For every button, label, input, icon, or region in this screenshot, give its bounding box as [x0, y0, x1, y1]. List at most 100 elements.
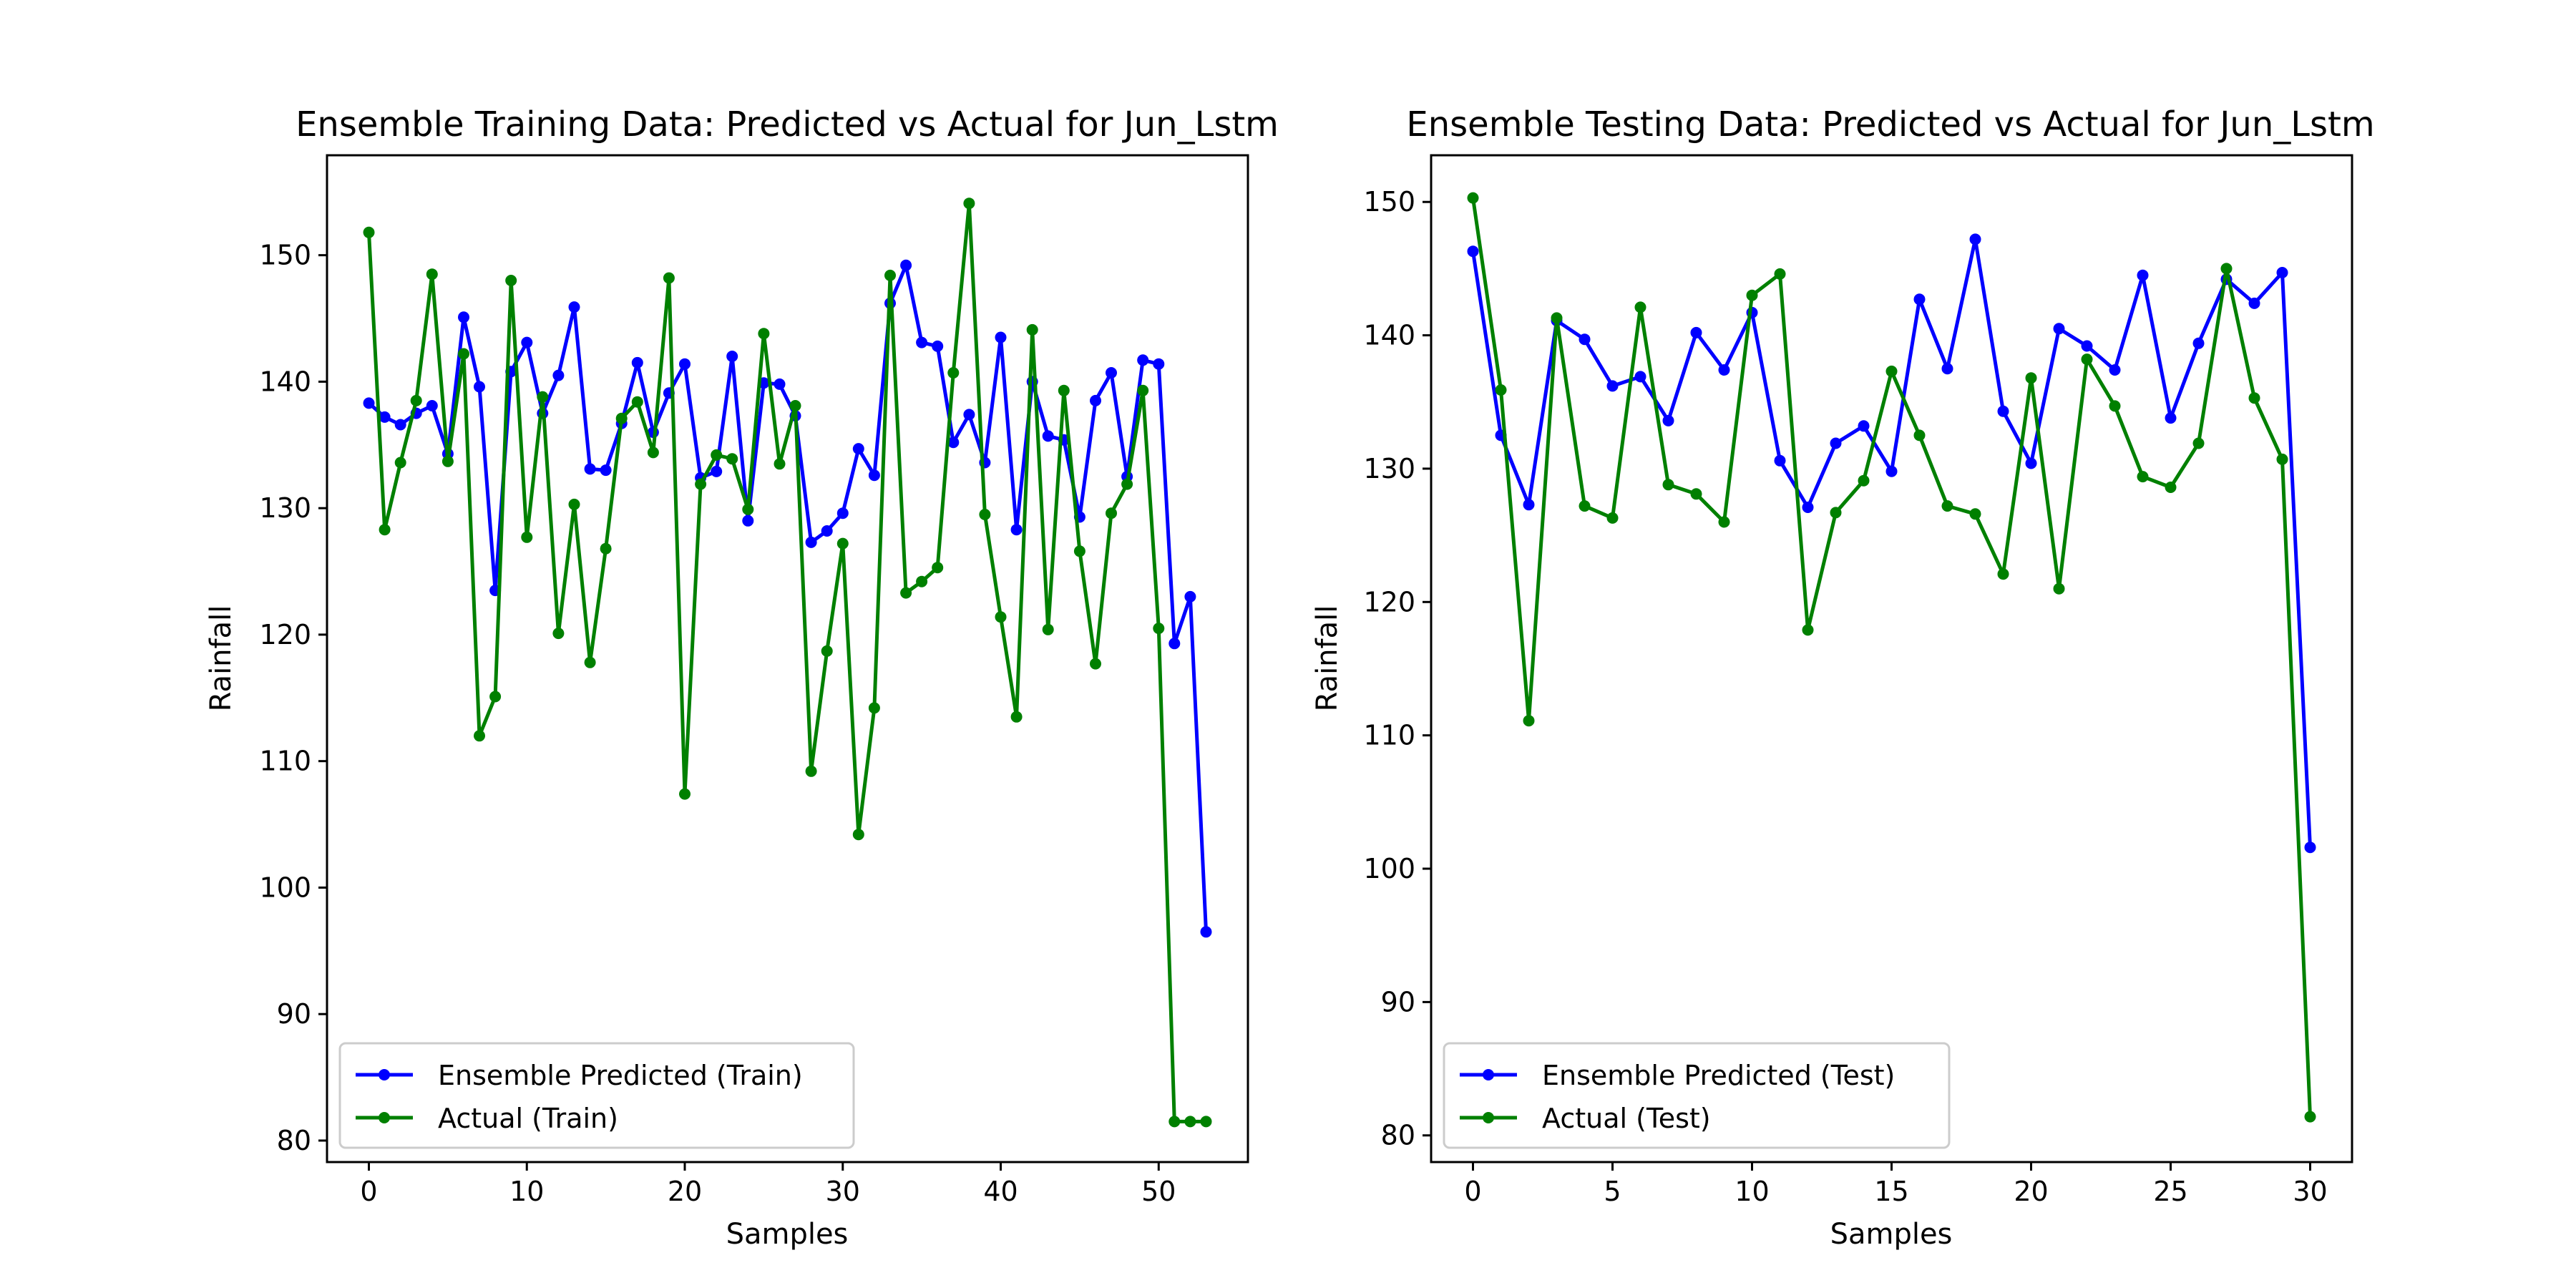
training-series-1-point: [1073, 545, 1085, 557]
testing-series-1-point: [1662, 479, 1674, 491]
training-x-tick-label: 0: [360, 1176, 377, 1207]
testing-series-0-point: [2248, 297, 2260, 309]
training-series-0-point: [1169, 638, 1181, 650]
training-y-axis-label: Rainfall: [205, 605, 238, 712]
testing-series-0-point: [1913, 293, 1926, 306]
training-series-1-point: [474, 730, 485, 742]
testing-series-1-point: [2165, 482, 2177, 493]
testing-series-0-point: [1606, 380, 1619, 392]
training-series-1-point: [1042, 623, 1054, 635]
testing-y-tick-label: 150: [1363, 186, 1415, 218]
training-x-ticks: 0 10 20 30 40 50: [360, 1162, 1176, 1207]
testing-y-axis-label: Rainfall: [1311, 605, 1344, 712]
training-chart-title: Ensemble Training Data: Predicted vs Act…: [296, 104, 1279, 145]
training-series-1-point: [489, 691, 502, 703]
training-series-1-point: [979, 509, 991, 520]
training-series-0-point: [900, 259, 912, 271]
training-series-0-point: [947, 436, 960, 449]
training-series-0-point: [1042, 430, 1054, 442]
testing-series-0-point: [2304, 841, 2316, 854]
training-series-1-point: [505, 275, 517, 286]
testing-series-0-point: [2025, 457, 2037, 469]
training-series-0-point: [916, 336, 928, 348]
testing-series-1-point: [2220, 263, 2233, 275]
training-series-1-point: [995, 611, 1007, 623]
testing-series-1-point: [1718, 516, 1730, 528]
training-series-0-point: [1137, 354, 1149, 366]
training-x-tick-label: 20: [668, 1176, 702, 1207]
training-series-1-point: [932, 562, 944, 574]
training-series-1-point: [963, 197, 975, 210]
testing-chart-title: Ensemble Testing Data: Predicted vs Actu…: [1406, 104, 2374, 145]
testing-y-tick-label: 120: [1363, 586, 1415, 618]
testing-series-0-point: [2276, 267, 2288, 278]
training-series-1-point: [410, 394, 422, 406]
testing-series-0-point: [1802, 502, 1814, 513]
training-series-0-point: [679, 358, 691, 370]
testing-series-0-point: [1634, 371, 1646, 383]
training-series-0-point: [963, 409, 975, 421]
training-series-0-point: [821, 525, 833, 537]
testing-legend-actual-label: Actual (Test): [1542, 1103, 1711, 1134]
testing-y-tick-label: 130: [1363, 453, 1415, 484]
training-series-1-point: [695, 478, 707, 490]
training-series-0-point: [1200, 926, 1212, 938]
training-legend-box: [338, 1042, 855, 1149]
training-x-tick-label: 30: [826, 1176, 860, 1207]
training-series-0-point: [568, 301, 580, 313]
testing-series-1-point: [2192, 437, 2205, 449]
testing-series-0-point: [1662, 414, 1674, 426]
testing-series-0-point: [1718, 364, 1730, 376]
testing-series-0-point: [1467, 245, 1479, 258]
testing-series-1-point: [1746, 289, 1758, 301]
training-series-0-point: [711, 465, 723, 477]
training-series-1-point: [537, 391, 549, 403]
training-series-0-point: [521, 336, 533, 348]
training-series-1-point: [379, 524, 391, 536]
training-series-0-point: [742, 514, 754, 527]
training-legend-actual-label: Actual (Train): [438, 1103, 618, 1134]
training-series-1-point: [568, 498, 580, 510]
testing-plot-area: [1467, 192, 2316, 1123]
training-series-0-line: [367, 263, 1208, 932]
training-y-tick-label: 100: [259, 872, 311, 903]
training-series-1-point: [1137, 384, 1149, 396]
testing-x-ticks: 0 5 10 15 20 25 30: [1464, 1162, 2328, 1207]
testing-legend-predicted-label: Ensemble Predicted (Test): [1542, 1060, 1895, 1091]
training-series-1-point: [868, 702, 880, 714]
training-series-1-point: [552, 628, 565, 640]
testing-legend-predicted-marker: [1483, 1069, 1494, 1080]
testing-y-tick-label: 110: [1363, 720, 1415, 751]
testing-x-tick-label: 30: [2293, 1176, 2327, 1207]
testing-x-tick-label: 10: [1735, 1176, 1769, 1207]
training-series-1-point: [916, 575, 928, 587]
testing-y-tick-label: 90: [1381, 986, 1415, 1018]
testing-series-0-point: [1941, 363, 1953, 375]
testing-series-0-point: [1997, 405, 2009, 417]
training-series-0-point: [868, 469, 880, 482]
testing-series-0-point: [2165, 412, 2177, 424]
training-series-1-point: [600, 542, 612, 555]
training-series-1-point: [426, 268, 438, 280]
testing-series-1-point: [1858, 474, 1870, 487]
training-legend: Ensemble Predicted (Train) Actual (Train…: [338, 1042, 855, 1149]
training-series-1-point: [1026, 323, 1038, 336]
training-series-0-point: [836, 507, 849, 519]
training-series-0-point: [1010, 524, 1023, 536]
training-series-1-point: [726, 453, 738, 465]
training-series-1-point: [805, 765, 817, 777]
training-series-0-point: [379, 411, 391, 423]
training-axes-frame: [326, 154, 1249, 1163]
training-x-tick-label: 10: [509, 1176, 544, 1207]
training-series-0-point: [932, 340, 944, 352]
training-plot-area: [363, 197, 1212, 1128]
testing-series-1-point: [1690, 488, 1702, 500]
testing-y-ticks: 80 90 100 110 120 130 140 150: [1363, 186, 1431, 1151]
training-series-0-point: [852, 443, 864, 455]
training-series-1-point: [742, 503, 754, 515]
training-series-1-point: [711, 449, 723, 461]
training-series-0-point: [552, 369, 565, 381]
training-y-tick-label: 80: [277, 1125, 311, 1156]
testing-series-1-point: [1830, 507, 1842, 519]
